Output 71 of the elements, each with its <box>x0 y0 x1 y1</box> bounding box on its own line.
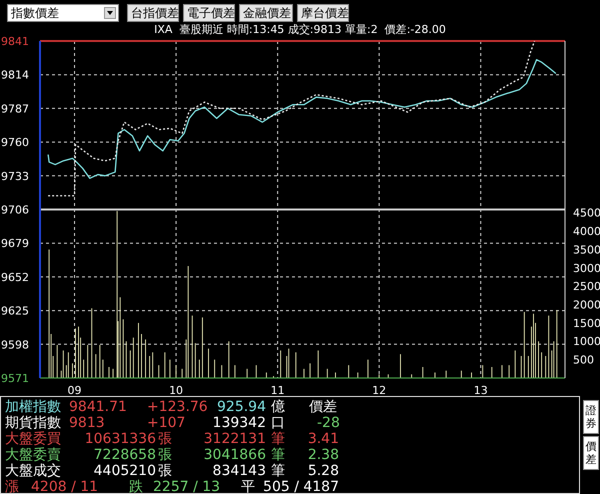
y2-tick-label: 3500 <box>573 243 600 256</box>
y2-tick-label: 3000 <box>573 262 600 275</box>
text: 口 <box>271 415 285 431</box>
x-tick-label: 12 <box>372 384 386 397</box>
x-tick-label: 10 <box>169 384 184 397</box>
text: 9813 <box>69 415 105 431</box>
text: 3122131 <box>204 431 266 447</box>
tab-button: 金融價差 <box>239 4 293 22</box>
y-tick-label: 9679 <box>1 237 29 250</box>
text: 9841.71 <box>69 399 127 415</box>
text: 3.41 <box>308 431 339 447</box>
y2-tick-label: 2500 <box>573 280 600 294</box>
text: 期貨指數 <box>5 415 61 431</box>
y2-tick-label: 500 <box>573 354 594 367</box>
text: 漲 <box>5 479 19 494</box>
text: +123.76 <box>147 399 208 415</box>
text: 4208 / 11 <box>31 479 98 494</box>
text: 筆 <box>271 431 285 447</box>
y2-tick-label: 4500 <box>573 206 600 220</box>
y-tick-label: 9733 <box>1 170 29 183</box>
text: 筆 <box>271 463 285 479</box>
y2-tick-label: 4000 <box>573 225 600 238</box>
dropdown-field: 指數價差 <box>7 4 119 22</box>
text: 大盤成交 <box>5 463 61 479</box>
text: 平 <box>241 479 255 494</box>
text: 筆 <box>271 447 285 463</box>
y-tick-label: 9814 <box>1 68 29 82</box>
tab-button: 台指價差 <box>127 4 179 22</box>
text: 7228658 <box>94 447 156 463</box>
x-tick-label: 11 <box>270 384 285 397</box>
line-series <box>47 41 536 196</box>
text: 億 <box>271 399 285 415</box>
text: 505 / 4187 <box>263 479 339 494</box>
text: 張 <box>158 431 172 447</box>
y-tick-label: 9571 <box>1 372 29 385</box>
text: 5.28 <box>308 463 339 479</box>
text: 3041866 <box>204 447 266 463</box>
y2-tick-label: 1000 <box>573 335 600 348</box>
tab-button: 電子價差 <box>183 4 235 22</box>
text: 925.94 <box>217 399 266 415</box>
text: 834143 <box>212 463 266 479</box>
y-tick-label: 9841 <box>1 35 29 48</box>
y-tick-label: 9598 <box>1 338 29 352</box>
y-tick-label: 9652 <box>1 270 29 284</box>
text: 2.38 <box>308 447 339 463</box>
text: 大盤委買 <box>5 431 61 447</box>
text: 10631336 <box>84 431 156 447</box>
text: 張 <box>158 447 172 463</box>
text: 張 <box>158 463 172 479</box>
x-tick-label: 13 <box>474 384 488 397</box>
x-tick-label: 09 <box>68 384 82 397</box>
tab-button: 摩台價差 <box>297 4 349 22</box>
y2-tick-label: 2000 <box>573 298 600 312</box>
text: 大盤委賣 <box>5 447 61 463</box>
text: -28 <box>317 415 340 431</box>
chart-title: IXA 臺股期近 時間:13:45 成交:9813 單量:2 價差:-28.00 <box>154 23 446 36</box>
text: 139342 <box>212 415 266 431</box>
y-tick-label: 9625 <box>1 304 29 318</box>
y2-tick-label: 1500 <box>573 316 600 330</box>
text: 加權指數 <box>5 399 61 415</box>
y-tick-label: 9760 <box>1 136 29 150</box>
text: 2257 / 13 <box>153 479 220 494</box>
text: 4405210 <box>94 463 156 479</box>
text: 跌 <box>129 479 143 494</box>
y-tick-label: 9706 <box>1 204 29 216</box>
side-tab-button: 證券 <box>583 400 599 434</box>
text: 價差 <box>309 399 337 415</box>
side-tab-button: 價差 <box>583 436 599 470</box>
text: +107 <box>147 415 186 431</box>
line-series <box>47 59 557 179</box>
y-tick-label: 9787 <box>1 102 29 116</box>
